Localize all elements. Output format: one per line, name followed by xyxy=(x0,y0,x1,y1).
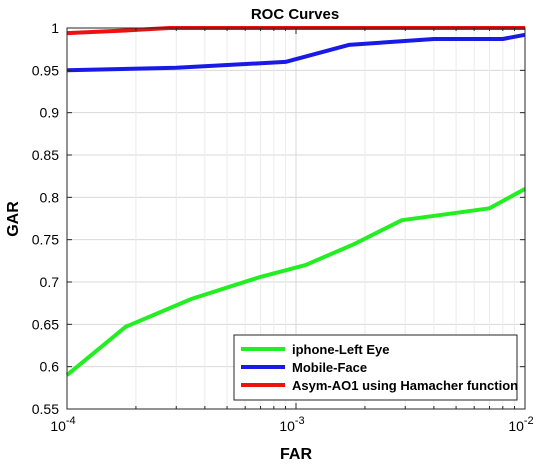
series-line-iphone-left-eye xyxy=(65,187,526,377)
series-line-mobile-face xyxy=(66,32,526,73)
x-tick-exponent: -3 xyxy=(295,415,305,427)
y-tick-label: 0.6 xyxy=(40,359,60,375)
y-axis-label: GAR xyxy=(5,201,22,237)
y-tick-label: 1 xyxy=(51,20,59,36)
x-tick-exponent: -2 xyxy=(524,415,534,427)
legend-label: Asym-AO1 using Hamacher function xyxy=(292,378,518,393)
x-axis-label: FAR xyxy=(280,446,312,463)
legend-label: iphone-Left Eye xyxy=(292,342,390,357)
y-tick-label: 0.55 xyxy=(32,401,59,417)
x-tick-label: 10-2 xyxy=(508,415,533,434)
legend-label: Mobile-Face xyxy=(292,360,367,375)
x-tick-base: 10 xyxy=(508,418,524,434)
y-tick-label: 0.75 xyxy=(32,232,59,248)
y-tick-label: 0.85 xyxy=(32,147,59,163)
x-tick-labels: 10-4 10-3 10-2 xyxy=(50,415,533,434)
y-tick-labels: 0.55 0.6 0.65 0.7 0.75 0.8 0.85 0.9 0.95 1 xyxy=(32,20,59,417)
y-tick-label: 0.95 xyxy=(32,62,59,78)
x-tick-base: 10 xyxy=(279,418,295,434)
x-tick-label: 10-4 xyxy=(50,415,75,434)
x-tick-exponent: -4 xyxy=(66,415,76,427)
chart-title: ROC Curves xyxy=(251,6,339,23)
y-tick-label: 0.8 xyxy=(40,189,60,205)
y-tick-label: 0.7 xyxy=(40,274,60,290)
legend: iphone-Left Eye Mobile-Face Asym-AO1 using… xyxy=(233,334,518,401)
x-tick-base: 10 xyxy=(50,418,66,434)
y-tick-label: 0.65 xyxy=(32,316,59,332)
x-tick-label: 10-3 xyxy=(279,415,304,434)
y-tick-label: 0.9 xyxy=(40,105,60,121)
axis-ticks xyxy=(66,27,526,410)
